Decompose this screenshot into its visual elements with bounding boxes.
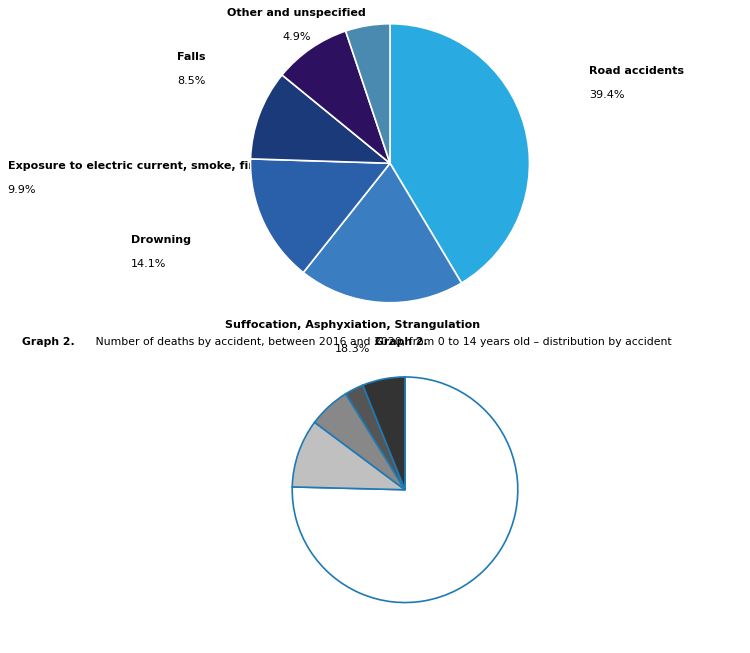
Wedge shape (292, 377, 518, 603)
Text: Drowning: Drowning (131, 235, 191, 245)
Text: Graph 2.: Graph 2. (22, 338, 75, 347)
Text: 2.7%: 2.7% (316, 386, 344, 396)
Text: Road accidents: Road accidents (589, 66, 684, 76)
Text: 6%: 6% (64, 472, 81, 482)
Wedge shape (251, 75, 390, 163)
Text: Number of deaths by accident, between 2016 and 2020, from 0 to 14 years old – di: Number of deaths by accident, between 20… (92, 338, 671, 347)
Text: Road accidents: Road accidents (540, 563, 635, 573)
Text: Drowning: Drowning (75, 502, 135, 512)
Text: Graph 2.: Graph 2. (375, 338, 427, 347)
Text: 75.4%: 75.4% (540, 588, 575, 599)
Text: Falls: Falls (177, 52, 206, 61)
Text: 8.5%: 8.5% (177, 76, 206, 86)
Text: Exposure to electric current, smoke, fire: Exposure to electric current, smoke, fir… (8, 161, 261, 171)
Wedge shape (390, 24, 530, 283)
Text: 39.4%: 39.4% (589, 90, 624, 100)
Wedge shape (251, 159, 390, 272)
Wedge shape (292, 422, 405, 490)
Text: Other and unspecified: Other and unspecified (64, 447, 202, 456)
Text: Falls: Falls (316, 360, 344, 371)
Text: Other and unspecified: Other and unspecified (226, 8, 366, 18)
Text: Graph 3.: Graph 3. (22, 628, 75, 637)
Wedge shape (282, 31, 390, 163)
Text: Suffocation, Asphyxiation, Strangulation: Suffocation, Asphyxiation, Strangulation (225, 320, 480, 330)
Wedge shape (346, 385, 405, 490)
Text: 9.8%: 9.8% (75, 527, 104, 537)
Text: 4.9%: 4.9% (282, 32, 310, 42)
Text: 18.3%: 18.3% (334, 343, 370, 354)
Wedge shape (346, 24, 390, 163)
Text: 9.9%: 9.9% (8, 185, 36, 195)
Wedge shape (314, 394, 405, 490)
Wedge shape (303, 163, 461, 303)
Text: 14.1%: 14.1% (131, 259, 166, 269)
Text: Number of deaths by accident, between 2016 and 2020, from 15 to 19 years old – d: Number of deaths by accident, between 20… (92, 616, 628, 637)
Wedge shape (363, 377, 405, 490)
